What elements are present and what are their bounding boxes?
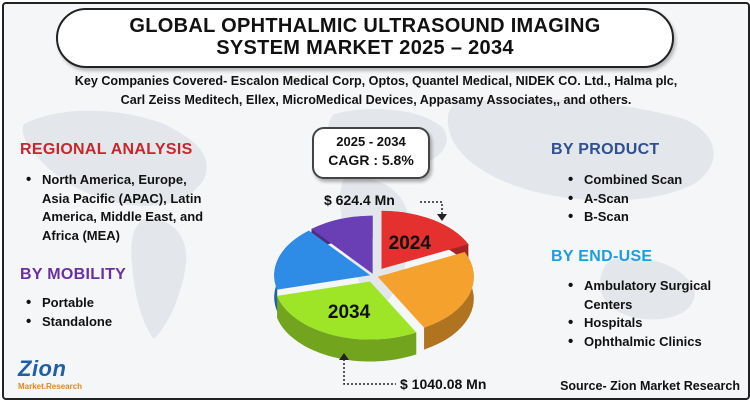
title-line-1: GLOBAL OPHTHALMIC ULTRASOUND IMAGING bbox=[129, 15, 601, 37]
regional-list: North America, Europe, Asia Pacific (APA… bbox=[22, 171, 272, 245]
leader-line-2034 bbox=[343, 359, 396, 385]
product-list: Combined Scan A-Scan B-Scan bbox=[564, 171, 744, 227]
pie-chart: 2024 2034 bbox=[274, 201, 474, 385]
cagr-box: 2025 - 2034 CAGR : 5.8% bbox=[312, 127, 430, 179]
pie-slice-5 bbox=[311, 215, 373, 274]
leader-arrow-2034 bbox=[339, 353, 349, 360]
mobility-list: Portable Standalone bbox=[22, 294, 222, 331]
list-item: Hospitals bbox=[564, 314, 744, 333]
title-line-2: SYSTEM MARKET 2025 – 2034 bbox=[216, 37, 514, 59]
logo-wordmark: Zion bbox=[18, 356, 67, 381]
pie-slice-side bbox=[277, 295, 417, 362]
pie-slice-3 bbox=[277, 281, 417, 340]
regional-line-3: America, Middle East, and bbox=[42, 209, 204, 224]
source-note: Source- Zion Market Research bbox=[560, 379, 740, 393]
end-use-list: Ambulatory Surgical Centers Hospitals Op… bbox=[564, 277, 744, 351]
companies-line-2: Carl Zeiss Meditech, Ellex, MicroMedical… bbox=[120, 93, 632, 107]
list-item: Combined Scan bbox=[564, 171, 744, 190]
slice-year-label: 2024 bbox=[389, 233, 432, 254]
list-item: Standalone bbox=[22, 313, 222, 332]
value-label-2024: $ 624.4 Mn bbox=[324, 192, 395, 208]
by-product-heading: BY PRODUCT bbox=[551, 141, 660, 158]
list-item: Portable bbox=[22, 294, 222, 313]
by-mobility-heading: BY MOBILITY bbox=[20, 266, 127, 283]
value-label-2034: $ 1040.08 Mn bbox=[400, 376, 487, 392]
list-item: B-Scan bbox=[564, 208, 744, 227]
leader-arrow-2024 bbox=[437, 214, 447, 221]
title-banner: GLOBAL OPHTHALMIC ULTRASOUND IMAGING SYS… bbox=[56, 8, 674, 68]
pie-slice-1 bbox=[381, 210, 469, 269]
leader-line-2024 bbox=[420, 201, 443, 216]
cagr-period: 2025 - 2034 bbox=[336, 134, 406, 149]
key-companies: Key Companies Covered- Escalon Medical C… bbox=[14, 72, 738, 110]
zion-logo: Zion Market.Research bbox=[14, 356, 84, 396]
regional-line-4: Africa (MEA) bbox=[42, 227, 121, 243]
regional-item: North America, Europe, Asia Pacific (APA… bbox=[22, 171, 272, 245]
regional-line-2: Asia Pacific (APAC), Latin bbox=[42, 190, 202, 206]
slice-year-label: 2034 bbox=[328, 302, 371, 323]
pie-slice-side bbox=[424, 252, 474, 350]
list-item: Ambulatory Surgical Centers bbox=[564, 277, 744, 314]
list-item: Ophthalmic Clinics bbox=[564, 333, 744, 352]
end-use-line-2: Centers bbox=[584, 296, 633, 312]
pie-slice-2 bbox=[377, 252, 474, 328]
regional-analysis-heading: REGIONAL ANALYSIS bbox=[20, 141, 193, 158]
list-item: A-Scan bbox=[564, 190, 744, 209]
cagr-value: CAGR : 5.8% bbox=[328, 152, 414, 168]
companies-line-1: Key Companies Covered- Escalon Medical C… bbox=[74, 74, 678, 88]
end-use-line-1: Ambulatory Surgical bbox=[584, 278, 712, 293]
logo-subtext: Market.Research bbox=[18, 382, 83, 391]
by-end-use-heading: BY END-USE bbox=[551, 248, 653, 265]
page-title: GLOBAL OPHTHALMIC ULTRASOUND IMAGING SYS… bbox=[58, 15, 672, 59]
pie-slice-4 bbox=[274, 230, 371, 290]
regional-line-1: North America, Europe, bbox=[42, 172, 187, 187]
